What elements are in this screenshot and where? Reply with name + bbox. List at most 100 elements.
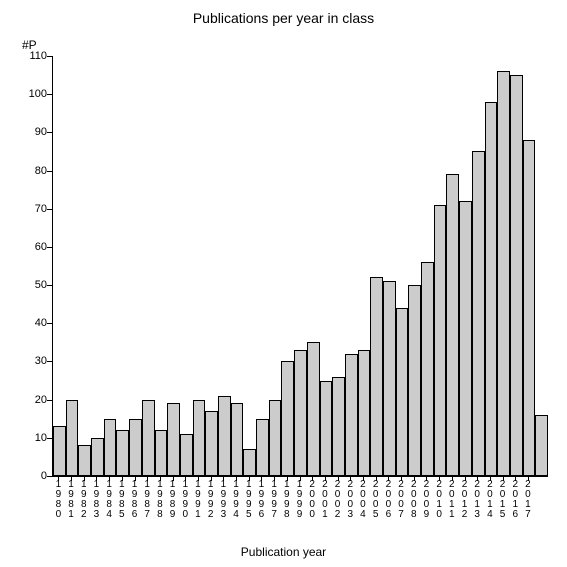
x-tick-label: 2004 bbox=[358, 480, 368, 520]
x-tick-label: 2000 bbox=[307, 480, 317, 520]
x-tick-label: 1993 bbox=[218, 480, 228, 520]
x-tick-label: 2005 bbox=[371, 480, 381, 520]
y-tick-label: 60 bbox=[21, 241, 47, 253]
bar bbox=[180, 434, 193, 476]
plot-area bbox=[52, 56, 548, 477]
y-tick-label: 20 bbox=[21, 394, 47, 406]
x-tick-label: 1983 bbox=[91, 480, 101, 520]
x-tick-label: 1982 bbox=[79, 480, 89, 520]
x-tick-label: 2010 bbox=[434, 480, 444, 520]
y-tick-label: 70 bbox=[21, 203, 47, 215]
x-tick-label: 1986 bbox=[130, 480, 140, 520]
y-tick-mark bbox=[47, 132, 52, 133]
bar bbox=[510, 75, 523, 476]
x-tick-label: 1991 bbox=[193, 480, 203, 520]
bar bbox=[116, 430, 129, 476]
y-tick-label: 30 bbox=[21, 355, 47, 367]
bar bbox=[307, 342, 320, 476]
bar bbox=[78, 445, 91, 476]
y-tick-mark bbox=[47, 476, 52, 477]
y-tick-label: 50 bbox=[21, 279, 47, 291]
x-tick-label: 2013 bbox=[472, 480, 482, 520]
x-tick-label: 1990 bbox=[180, 480, 190, 520]
bar bbox=[53, 426, 66, 476]
y-tick-mark bbox=[47, 438, 52, 439]
bar bbox=[193, 400, 206, 476]
x-tick-label: 1981 bbox=[66, 480, 76, 520]
x-tick-label: 2003 bbox=[345, 480, 355, 520]
bar bbox=[497, 71, 510, 476]
bar bbox=[142, 400, 155, 476]
bar bbox=[485, 102, 498, 476]
bar bbox=[370, 277, 383, 476]
x-tick-label: 1995 bbox=[244, 480, 254, 520]
y-tick-mark bbox=[47, 361, 52, 362]
x-tick-label: 2015 bbox=[498, 480, 508, 520]
x-tick-label: 2017 bbox=[523, 480, 533, 520]
x-tick-label: 1994 bbox=[231, 480, 241, 520]
y-tick-label: 80 bbox=[21, 165, 47, 177]
bar bbox=[66, 400, 79, 476]
bar bbox=[243, 449, 256, 476]
bar bbox=[167, 403, 180, 476]
y-tick-mark bbox=[47, 56, 52, 57]
y-tick-mark bbox=[47, 94, 52, 95]
y-tick-mark bbox=[47, 247, 52, 248]
y-tick-mark bbox=[47, 323, 52, 324]
bar bbox=[269, 400, 282, 476]
bar bbox=[155, 430, 168, 476]
bar bbox=[535, 415, 548, 476]
x-tick-label: 1997 bbox=[269, 480, 279, 520]
y-tick-mark bbox=[47, 400, 52, 401]
x-tick-label: 1987 bbox=[142, 480, 152, 520]
x-tick-label: 1989 bbox=[168, 480, 178, 520]
bar bbox=[91, 438, 104, 476]
bar bbox=[459, 201, 472, 476]
x-tick-label: 1992 bbox=[206, 480, 216, 520]
bar bbox=[383, 281, 396, 476]
x-axis-label: Publication year bbox=[0, 545, 567, 559]
chart-container: Publications per year in class #P Public… bbox=[0, 0, 567, 567]
y-tick-label: 0 bbox=[21, 470, 47, 482]
bar bbox=[358, 350, 371, 476]
bar bbox=[256, 419, 269, 476]
bar bbox=[320, 381, 333, 476]
x-tick-label: 2002 bbox=[333, 480, 343, 520]
bar bbox=[446, 174, 459, 476]
bar bbox=[231, 403, 244, 476]
x-tick-label: 1984 bbox=[104, 480, 114, 520]
x-tick-label: 1988 bbox=[155, 480, 165, 520]
bar bbox=[434, 205, 447, 476]
x-tick-label: 2006 bbox=[383, 480, 393, 520]
x-tick-label: 1985 bbox=[117, 480, 127, 520]
y-tick-label: 10 bbox=[21, 432, 47, 444]
bar bbox=[345, 354, 358, 476]
x-tick-label: 1998 bbox=[282, 480, 292, 520]
bar bbox=[472, 151, 485, 476]
bar bbox=[421, 262, 434, 476]
bar bbox=[408, 285, 421, 476]
x-tick-label: 2007 bbox=[396, 480, 406, 520]
x-tick-label: 2014 bbox=[485, 480, 495, 520]
x-tick-label: 2009 bbox=[421, 480, 431, 520]
bar bbox=[104, 419, 117, 476]
x-tick-label: 1996 bbox=[256, 480, 266, 520]
x-tick-label: 2008 bbox=[409, 480, 419, 520]
bar bbox=[218, 396, 231, 476]
y-tick-label: 90 bbox=[21, 126, 47, 138]
y-tick-mark bbox=[47, 171, 52, 172]
x-tick-label: 2016 bbox=[510, 480, 520, 520]
x-tick-label: 2012 bbox=[460, 480, 470, 520]
bar bbox=[523, 140, 536, 476]
x-tick-label: 1980 bbox=[53, 480, 63, 520]
y-tick-label: 100 bbox=[21, 88, 47, 100]
bar bbox=[294, 350, 307, 476]
bar bbox=[281, 361, 294, 476]
x-tick-label: 1999 bbox=[295, 480, 305, 520]
x-tick-label: 2001 bbox=[320, 480, 330, 520]
bar bbox=[332, 377, 345, 476]
y-tick-label: 110 bbox=[21, 50, 47, 62]
chart-title: Publications per year in class bbox=[0, 10, 567, 26]
y-tick-mark bbox=[47, 209, 52, 210]
x-tick-label: 2011 bbox=[447, 480, 457, 520]
